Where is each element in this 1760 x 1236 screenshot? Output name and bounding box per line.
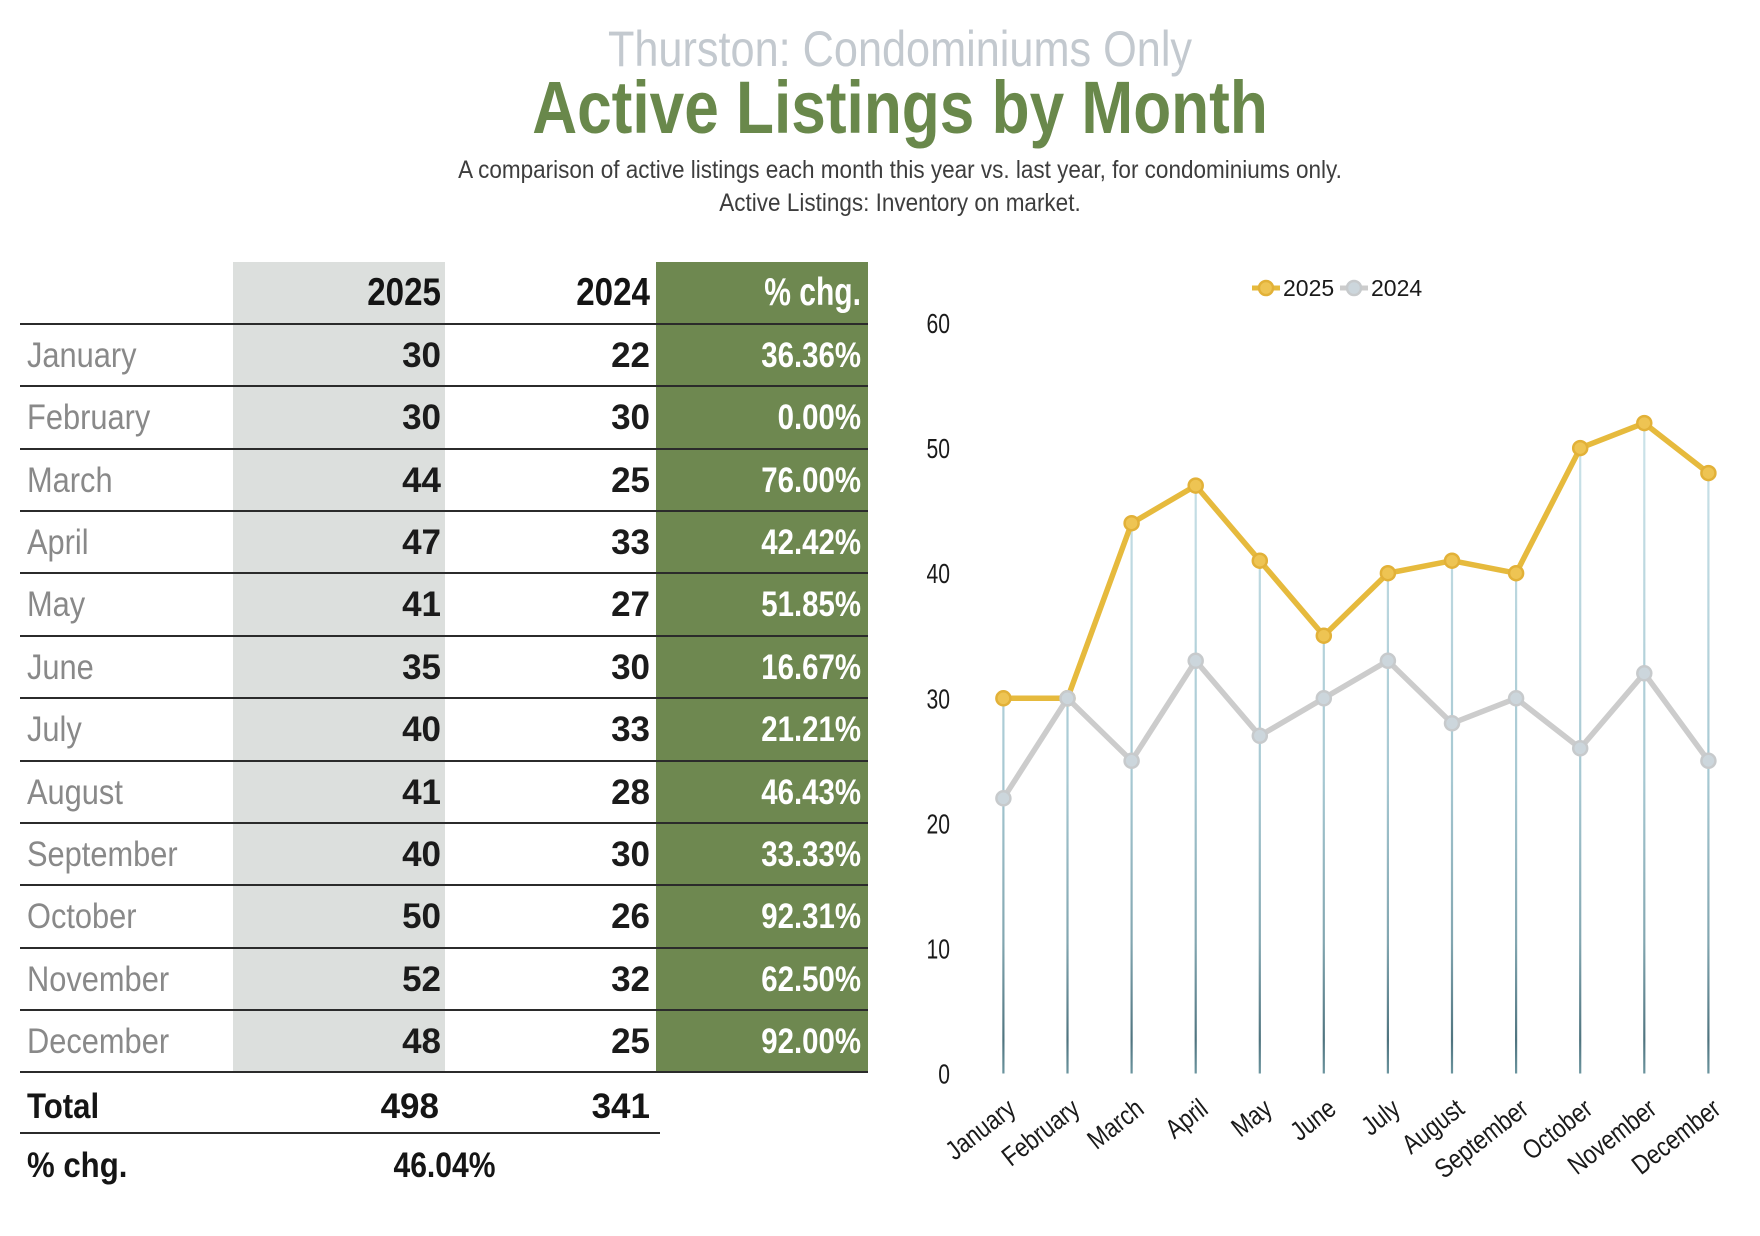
svg-text:March: March — [1082, 1093, 1150, 1155]
svg-text:10: 10 — [927, 933, 951, 964]
svg-text:2024: 2024 — [1371, 275, 1422, 301]
svg-text:50: 50 — [927, 433, 951, 464]
svg-text:2025: 2025 — [1283, 275, 1334, 301]
svg-text:30: 30 — [927, 683, 951, 714]
svg-text:April: April — [1160, 1093, 1214, 1144]
svg-text:June: June — [1285, 1093, 1342, 1147]
svg-text:40: 40 — [927, 558, 951, 589]
svg-text:60: 60 — [927, 308, 951, 339]
svg-text:0: 0 — [938, 1059, 950, 1090]
svg-text:20: 20 — [927, 808, 951, 839]
svg-text:May: May — [1226, 1093, 1278, 1143]
